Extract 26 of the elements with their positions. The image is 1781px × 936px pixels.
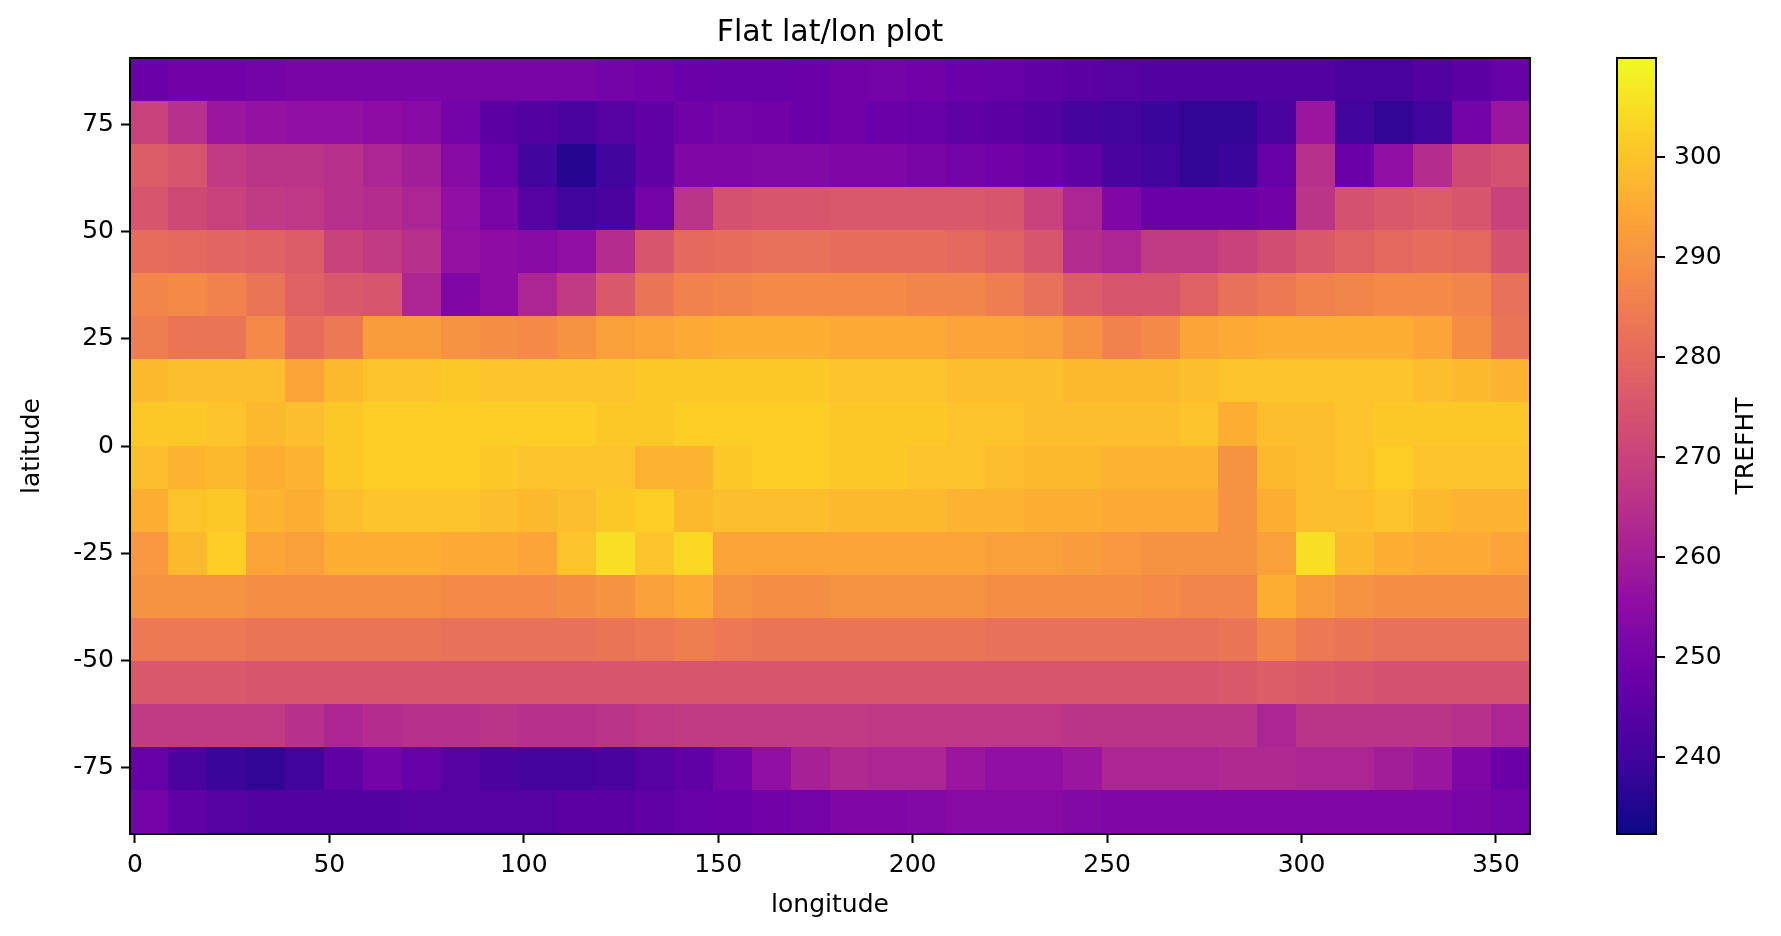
color-bar-label: 270: [1674, 440, 1722, 470]
y-tick-label: 50: [82, 215, 114, 245]
color-bar-label: 240: [1674, 740, 1722, 770]
x-tick-label: 350: [1472, 848, 1520, 878]
color-bar-title: TREFHT: [1729, 396, 1759, 496]
chart-title: Flat lat/lon plot: [716, 12, 944, 48]
y-tick-label: 75: [82, 107, 114, 137]
x-axis-title: longitude: [771, 888, 889, 918]
y-tick-label: 25: [82, 322, 114, 352]
x-tick-label: 200: [888, 848, 937, 878]
color-bar-label: 260: [1674, 540, 1722, 570]
x-tick-label: 0: [126, 848, 143, 878]
y-tick-label: -75: [73, 751, 114, 781]
color-bar-label: 280: [1674, 340, 1722, 370]
color-bar-label: 290: [1674, 240, 1722, 270]
x-tick-label: 50: [313, 848, 346, 878]
x-tick-label: 150: [694, 848, 743, 878]
x-tick-label: 300: [1277, 848, 1326, 878]
y-tick-label: 0: [98, 429, 114, 459]
y-tick-label: -50: [73, 643, 114, 673]
color-bar-label: 250: [1674, 640, 1722, 670]
y-tick-label: -25: [73, 536, 114, 566]
y-axis-title: latitude: [15, 398, 45, 494]
x-tick-label: 100: [499, 848, 548, 878]
color-bar-label: 300: [1674, 140, 1722, 170]
x-tick-label: 250: [1083, 848, 1131, 878]
